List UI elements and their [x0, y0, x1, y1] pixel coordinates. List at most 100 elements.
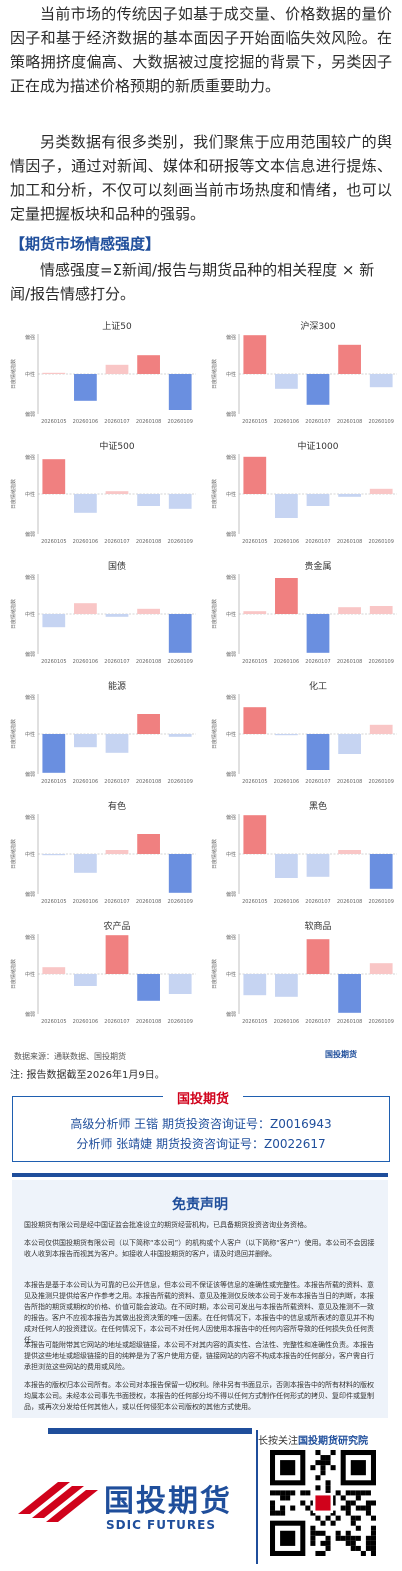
qr-module: [280, 1460, 296, 1476]
qr-module: [365, 1540, 371, 1546]
bar: [243, 456, 267, 494]
bar: [74, 603, 97, 614]
bar: [168, 734, 192, 737]
qr-module: [355, 1490, 361, 1496]
y-tick-label: 中性: [226, 851, 236, 858]
y-tick-label: 偏弱: [226, 651, 236, 658]
qr-module: [345, 1500, 351, 1506]
qr-module: [350, 1545, 356, 1551]
x-tick-label: 20260106: [73, 419, 98, 425]
qr-module: [320, 1520, 326, 1526]
data-source: 数据来源：通联数据、国投期货: [14, 1052, 126, 1061]
x-tick-label: 20260109: [167, 1019, 192, 1025]
bar: [42, 967, 66, 974]
qr-module: [325, 1535, 331, 1541]
y-tick-label: 偏弱: [226, 891, 236, 898]
qr-module: [325, 1545, 331, 1551]
bar: [168, 494, 192, 509]
qr-module: [340, 1535, 346, 1541]
chart-title: 化工: [309, 680, 327, 692]
qr-module: [350, 1490, 356, 1496]
y-axis-label: 日度情绪指数: [211, 719, 218, 749]
qr-module: [290, 1490, 296, 1496]
qr-module: [275, 1510, 281, 1516]
y-tick-label: 偏强: [25, 934, 35, 941]
qr-module: [355, 1535, 361, 1541]
x-tick-label: 20260108: [136, 419, 161, 425]
qr-module: [335, 1490, 341, 1496]
y-axis-label: 日度情绪指数: [211, 959, 218, 989]
chart-title: 国债: [108, 560, 126, 572]
x-tick-label: 20260108: [136, 779, 161, 785]
x-tick-label: 20260109: [368, 899, 393, 905]
y-tick-label: 中性: [226, 371, 236, 378]
qr-module: [350, 1515, 356, 1521]
bar: [42, 854, 66, 856]
qr-module: [275, 1490, 281, 1496]
bar: [168, 614, 192, 653]
chart-title: 黑色: [309, 800, 327, 812]
disclaimer-title: 免责声明: [172, 1197, 228, 1213]
y-axis-label: 日度情绪指数: [10, 839, 17, 869]
qr-module: [320, 1550, 326, 1556]
brand-area: 国投期货 SDIC FUTURES: [12, 1428, 252, 1562]
y-tick-label: 偏弱: [25, 411, 35, 418]
x-tick-label: 20260109: [368, 539, 393, 545]
x-tick-label: 20260106: [73, 779, 98, 785]
qr-module: [315, 1475, 321, 1481]
bar: [42, 372, 66, 374]
formula-text: 情感强度=Σ新闻/报告与期货品种的相关程度 × 新闻/报告情感打分。: [10, 261, 375, 303]
qr-code-icon[interactable]: [270, 1450, 376, 1556]
qr-module: [305, 1490, 311, 1496]
y-tick-label: 中性: [226, 611, 236, 618]
disclaimer-paragraph-4: 本报告可能附带其它网站的地址或超级链接，本公司不对其内容的真实性、合法性、完整性…: [24, 1341, 374, 1371]
x-tick-label: 20260107: [305, 539, 330, 545]
x-tick-label: 20260109: [167, 539, 192, 545]
qr-module: [370, 1525, 376, 1531]
qr-module: [315, 1460, 321, 1466]
x-tick-label: 20260108: [337, 659, 362, 665]
y-axis-label: 日度情绪指数: [211, 599, 218, 629]
y-tick-label: 偏弱: [226, 531, 236, 538]
qr-module: [370, 1530, 376, 1536]
bar: [74, 974, 97, 986]
x-tick-label: 20260106: [73, 1019, 98, 1025]
bar: [137, 494, 160, 506]
footer-logo: 国投期货: [325, 1050, 357, 1059]
qr-module: [340, 1495, 346, 1501]
qr-module: [345, 1505, 351, 1511]
bar: [137, 608, 160, 614]
chart-title: 上证50: [102, 321, 132, 332]
qr-module: [350, 1535, 356, 1541]
x-tick-label: 20260105: [41, 419, 66, 425]
x-tick-label: 20260107: [104, 539, 129, 545]
bar: [243, 335, 267, 374]
x-tick-label: 20260108: [136, 899, 161, 905]
x-tick-label: 20260105: [242, 419, 267, 425]
x-tick-label: 20260105: [41, 779, 66, 785]
qr-module: [345, 1490, 351, 1496]
x-tick-label: 20260105: [41, 1019, 66, 1025]
x-tick-label: 20260106: [73, 539, 98, 545]
x-tick-label: 20260106: [274, 539, 299, 545]
bar: [275, 578, 298, 614]
disclaimer-paragraph-3: 本报告是基于本公司认为可靠的已公开信息，但本公司不保证该等信息的准确性或完整性。…: [24, 1281, 374, 1344]
qr-module: [350, 1540, 356, 1546]
y-tick-label: 中性: [25, 971, 35, 978]
bar: [338, 974, 361, 1013]
qr-module: [345, 1510, 351, 1516]
x-tick-label: 20260105: [242, 539, 267, 545]
qr-module: [310, 1540, 316, 1546]
qr-module: [270, 1490, 276, 1496]
y-tick-label: 偏弱: [226, 771, 236, 778]
bar: [42, 614, 66, 628]
bar: [105, 734, 129, 753]
qr-module: [360, 1550, 366, 1556]
qr-module: [370, 1535, 376, 1541]
qr-module: [365, 1500, 371, 1506]
chart-title: 能源: [108, 680, 126, 692]
qr-module: [340, 1505, 346, 1511]
